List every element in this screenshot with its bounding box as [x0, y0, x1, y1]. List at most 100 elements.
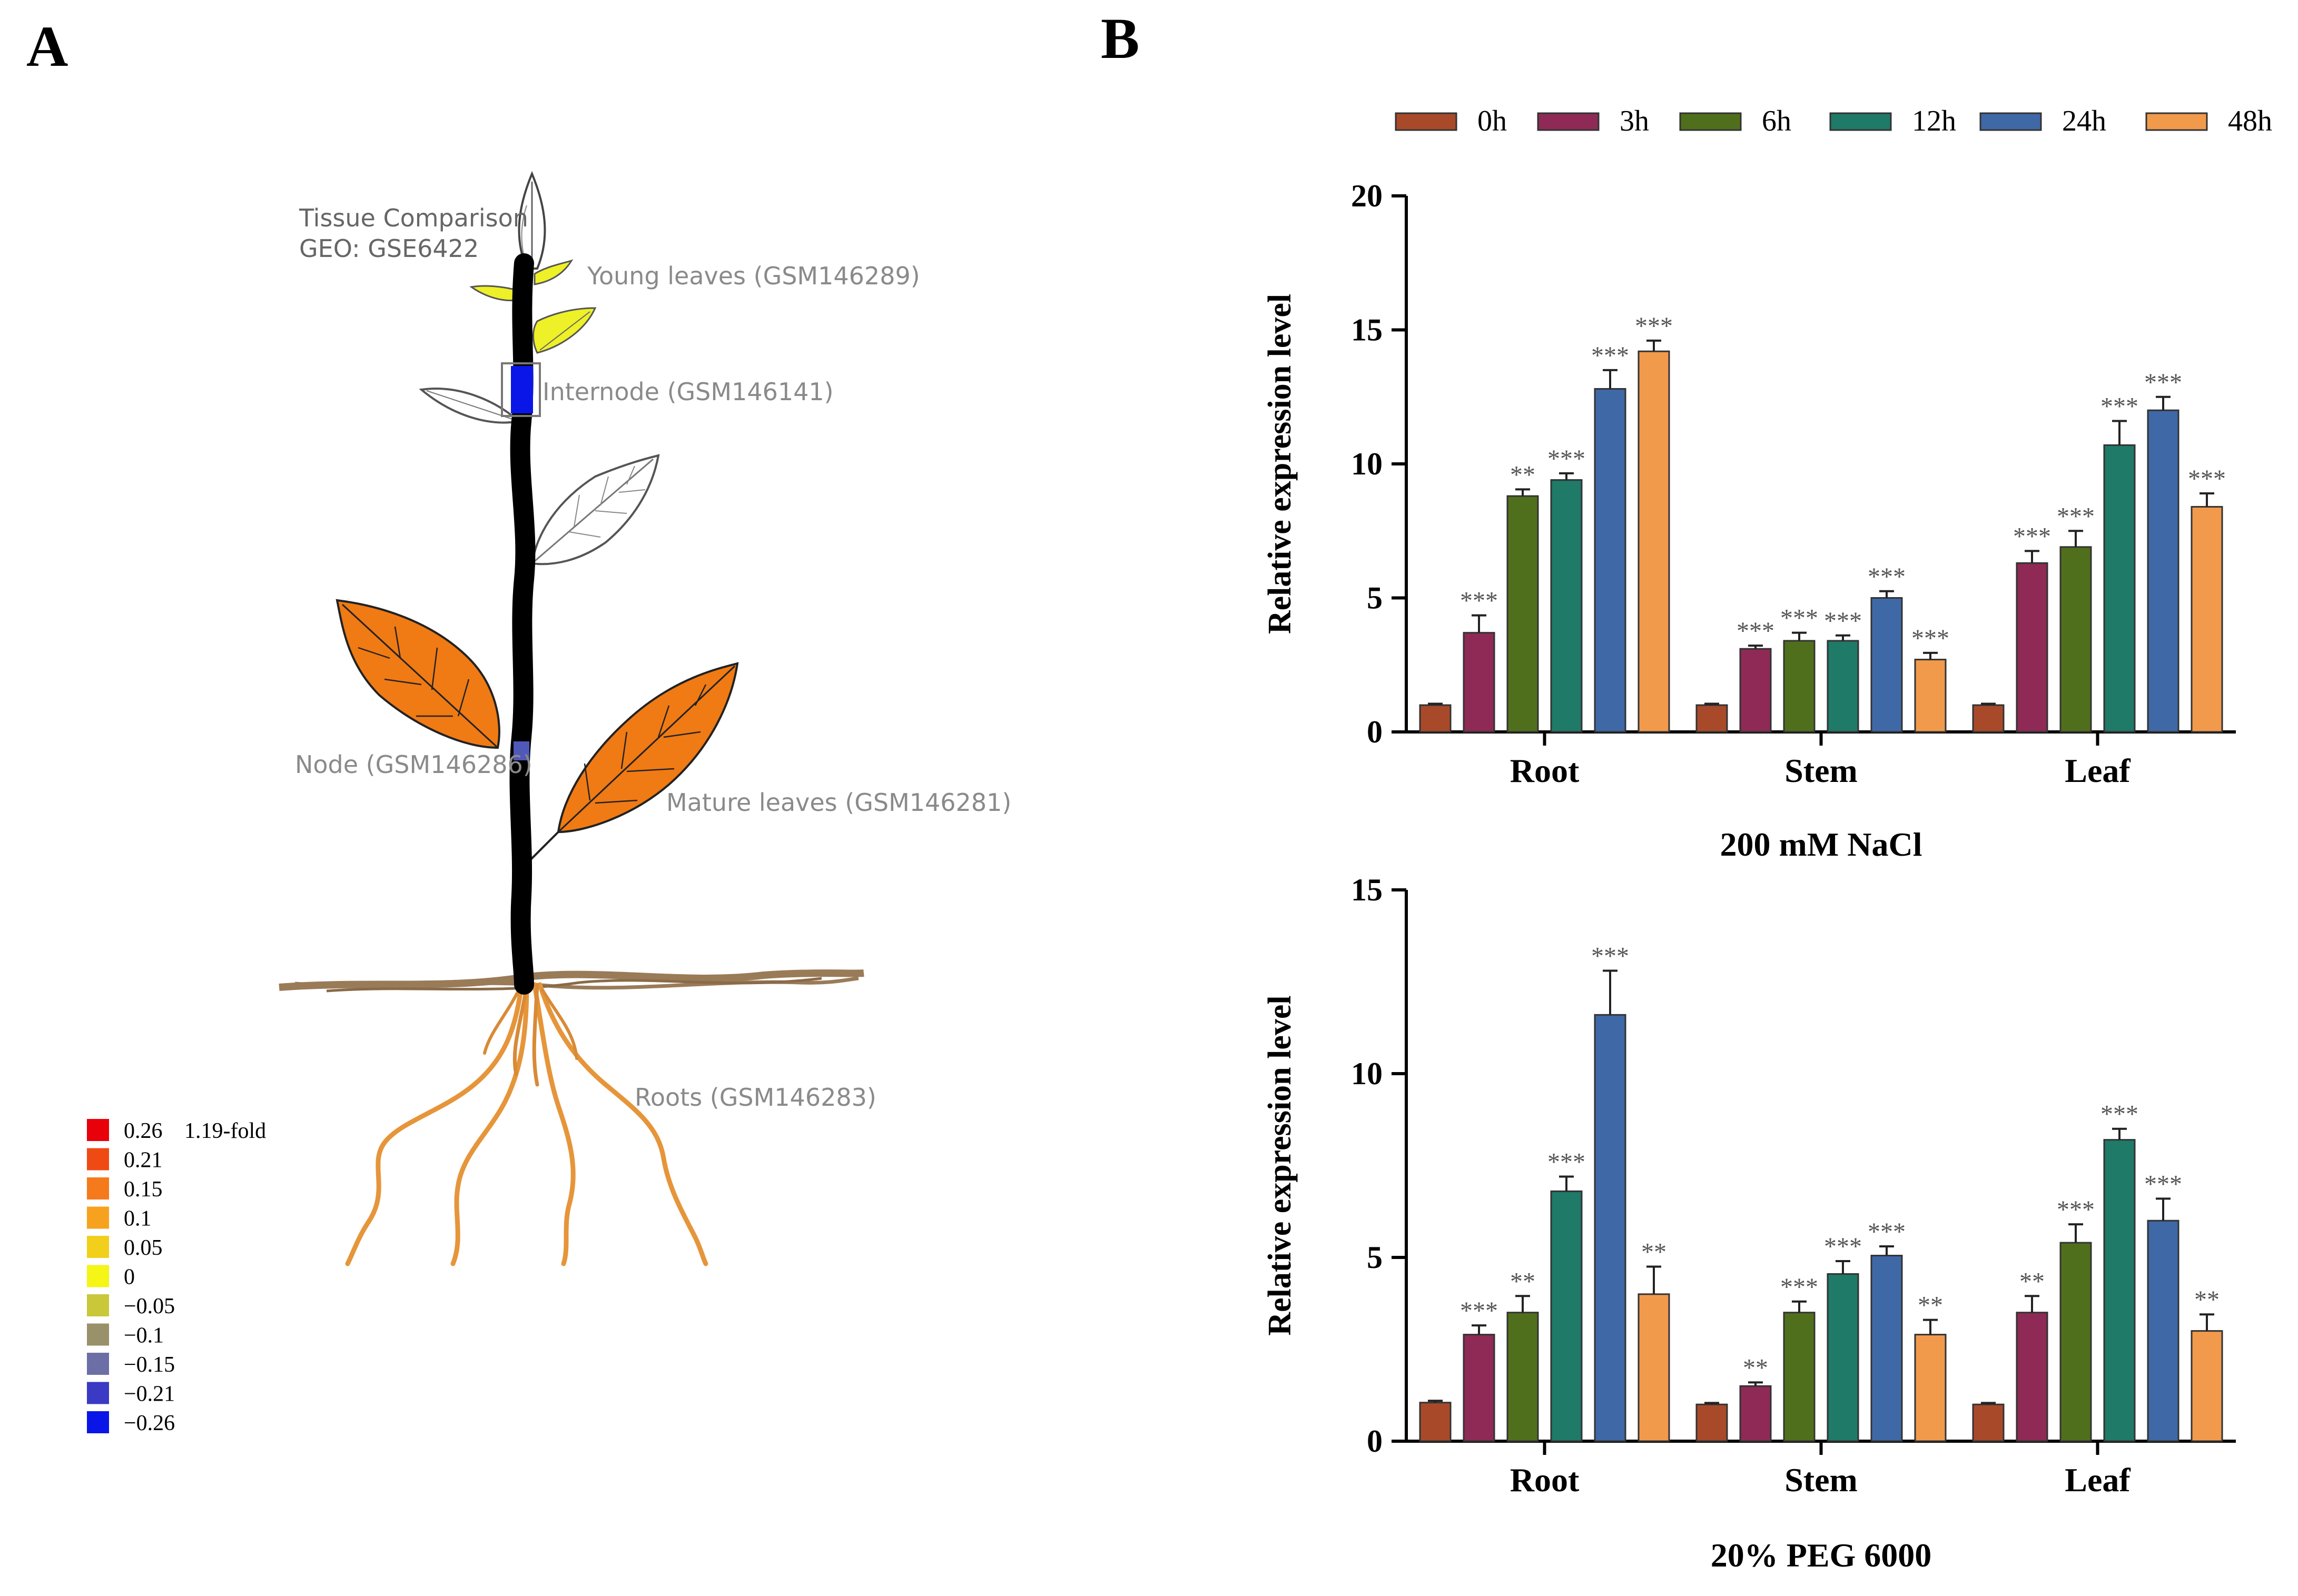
significance-label: ***: [2100, 1101, 2138, 1128]
bar-root-48h: [1638, 350, 1670, 733]
panel-b: B 0h 3h 6h 12h 24h 48h 0 5 10 15 20 Relative expre…: [1101, 6, 2272, 1574]
significance-label: ***: [1780, 604, 1818, 632]
legend-label-24h: 24h: [2062, 105, 2106, 137]
chart-title: 200 mM NaCl: [1720, 826, 1922, 863]
y-tick-label: 0: [1367, 1424, 1383, 1459]
significance-label: **: [1510, 1267, 1535, 1295]
roots: [345, 982, 708, 1266]
significance-label: ***: [2013, 522, 2051, 550]
bar-leaf-12h: [2103, 1139, 2136, 1442]
bar-leaf-6h: [2059, 1242, 2092, 1442]
panel-a: A: [26, 14, 1011, 1435]
young-leaves-label: Young leaves (GSM146289): [587, 262, 920, 290]
y-tick-label: 5: [1367, 1240, 1383, 1275]
bar-stem-12h: [1827, 640, 1859, 733]
bar-root-24h: [1594, 388, 1626, 733]
bar-stem-6h: [1783, 640, 1816, 733]
scale-swatch: [87, 1353, 109, 1375]
significance-label: ***: [1591, 342, 1629, 370]
y-tick-label: 5: [1367, 581, 1383, 616]
significance-label: ***: [1635, 312, 1673, 340]
scale-label: 0: [124, 1265, 135, 1290]
bar-leaf-0h: [1972, 704, 2005, 733]
legend-swatch-6h: [1679, 112, 1742, 131]
bar-stem-0h: [1695, 1403, 1728, 1442]
bar-leaf-3h: [2016, 562, 2048, 733]
bar-stem-48h: [1914, 1334, 1947, 1442]
y-tick-label: 20: [1351, 179, 1383, 213]
bar-stem-3h: [1739, 648, 1772, 733]
scale-swatch: [87, 1411, 109, 1433]
significance-label: ***: [1824, 1233, 1862, 1261]
bar-leaf-24h: [2147, 1220, 2179, 1442]
scale-label: 0.21: [124, 1148, 163, 1173]
scale-label: 0.1: [124, 1207, 152, 1231]
legend-label-0h: 0h: [1477, 105, 1507, 137]
significance-label: ***: [1780, 1273, 1818, 1301]
scale-label: −0.15: [124, 1353, 175, 1377]
bar-root-3h: [1463, 1334, 1495, 1442]
significance-label: ***: [1868, 563, 1906, 591]
scale-label: 0.26: [124, 1119, 163, 1143]
y-tick-label: 15: [1351, 313, 1383, 348]
bar-stem-0h: [1695, 704, 1728, 733]
significance-label: ***: [2144, 1170, 2182, 1198]
series-legend: 0h 3h 6h 12h 24h 48h: [1395, 105, 2272, 137]
significance-label: ***: [1460, 587, 1498, 615]
soil: [279, 969, 864, 993]
internode-label: Internode (GSM146141): [543, 378, 834, 406]
internode-box: [501, 362, 541, 417]
scale-swatch: [87, 1382, 109, 1404]
bar-leaf-12h: [2103, 444, 2136, 733]
roots-label: Roots (GSM146283): [635, 1083, 876, 1112]
legend-swatch-24h: [1979, 112, 2042, 131]
x-tick-label-leaf: Leaf: [2065, 752, 2131, 789]
significance-label: ***: [1868, 1218, 1906, 1246]
y-tick-label: 10: [1351, 447, 1383, 481]
significance-label: **: [1918, 1292, 1943, 1320]
significance-label: **: [1510, 461, 1535, 489]
scale-swatch: [87, 1177, 109, 1200]
significance-label: ***: [1824, 607, 1862, 635]
bar-root-12h: [1550, 479, 1583, 733]
scale-label: −0.26: [124, 1411, 175, 1435]
bar-root-12h: [1550, 1190, 1583, 1442]
y-tick-label: 0: [1367, 715, 1383, 749]
x-tick-label-stem: Stem: [1784, 1461, 1858, 1499]
significance-label: ***: [2188, 465, 2226, 493]
legend-swatch-48h: [2145, 112, 2208, 131]
panel-b-label: B: [1101, 6, 1139, 71]
bar-leaf-24h: [2147, 409, 2179, 733]
scale-fold-label: 1.19-fold: [184, 1119, 266, 1143]
scale-label: 0.15: [124, 1177, 163, 1202]
bar-leaf-48h: [2191, 505, 2223, 733]
header-line-2: GEO: GSE6422: [299, 234, 479, 263]
bar-root-24h: [1594, 1014, 1626, 1442]
bar-stem-24h: [1870, 1255, 1903, 1442]
significance-label: **: [2194, 1286, 2220, 1314]
shoot-tip: [518, 171, 546, 270]
upper-leaves: [419, 388, 660, 566]
mature-leaves-label: Mature leaves (GSM146281): [666, 788, 1011, 817]
legend-swatch-3h: [1537, 112, 1600, 131]
panel-a-label: A: [26, 14, 68, 78]
scale-swatch: [87, 1323, 109, 1346]
bar-stem-3h: [1739, 1385, 1772, 1442]
bar-root-48h: [1638, 1293, 1670, 1442]
significance-label: **: [2019, 1267, 2045, 1295]
bar-stem-6h: [1783, 1312, 1816, 1442]
node-region: [514, 741, 529, 760]
bar-stem-48h: [1914, 659, 1947, 733]
significance-label: **: [1641, 1238, 1666, 1266]
scale-swatch: [87, 1265, 109, 1287]
scale-label: −0.05: [124, 1294, 175, 1319]
x-tick-label-stem: Stem: [1784, 752, 1858, 789]
significance-label: ***: [1591, 943, 1629, 970]
legend-label-6h: 6h: [1762, 105, 1791, 137]
chart-title: 20% PEG 6000: [1711, 1536, 1932, 1574]
bar-leaf-48h: [2191, 1330, 2223, 1442]
color-scale-legend: 0.26 1.19-fold 0.21 0.15 0.1 0.05 0 −0.05 −0.1 −0…: [87, 1119, 266, 1435]
significance-label: ***: [2144, 369, 2182, 396]
